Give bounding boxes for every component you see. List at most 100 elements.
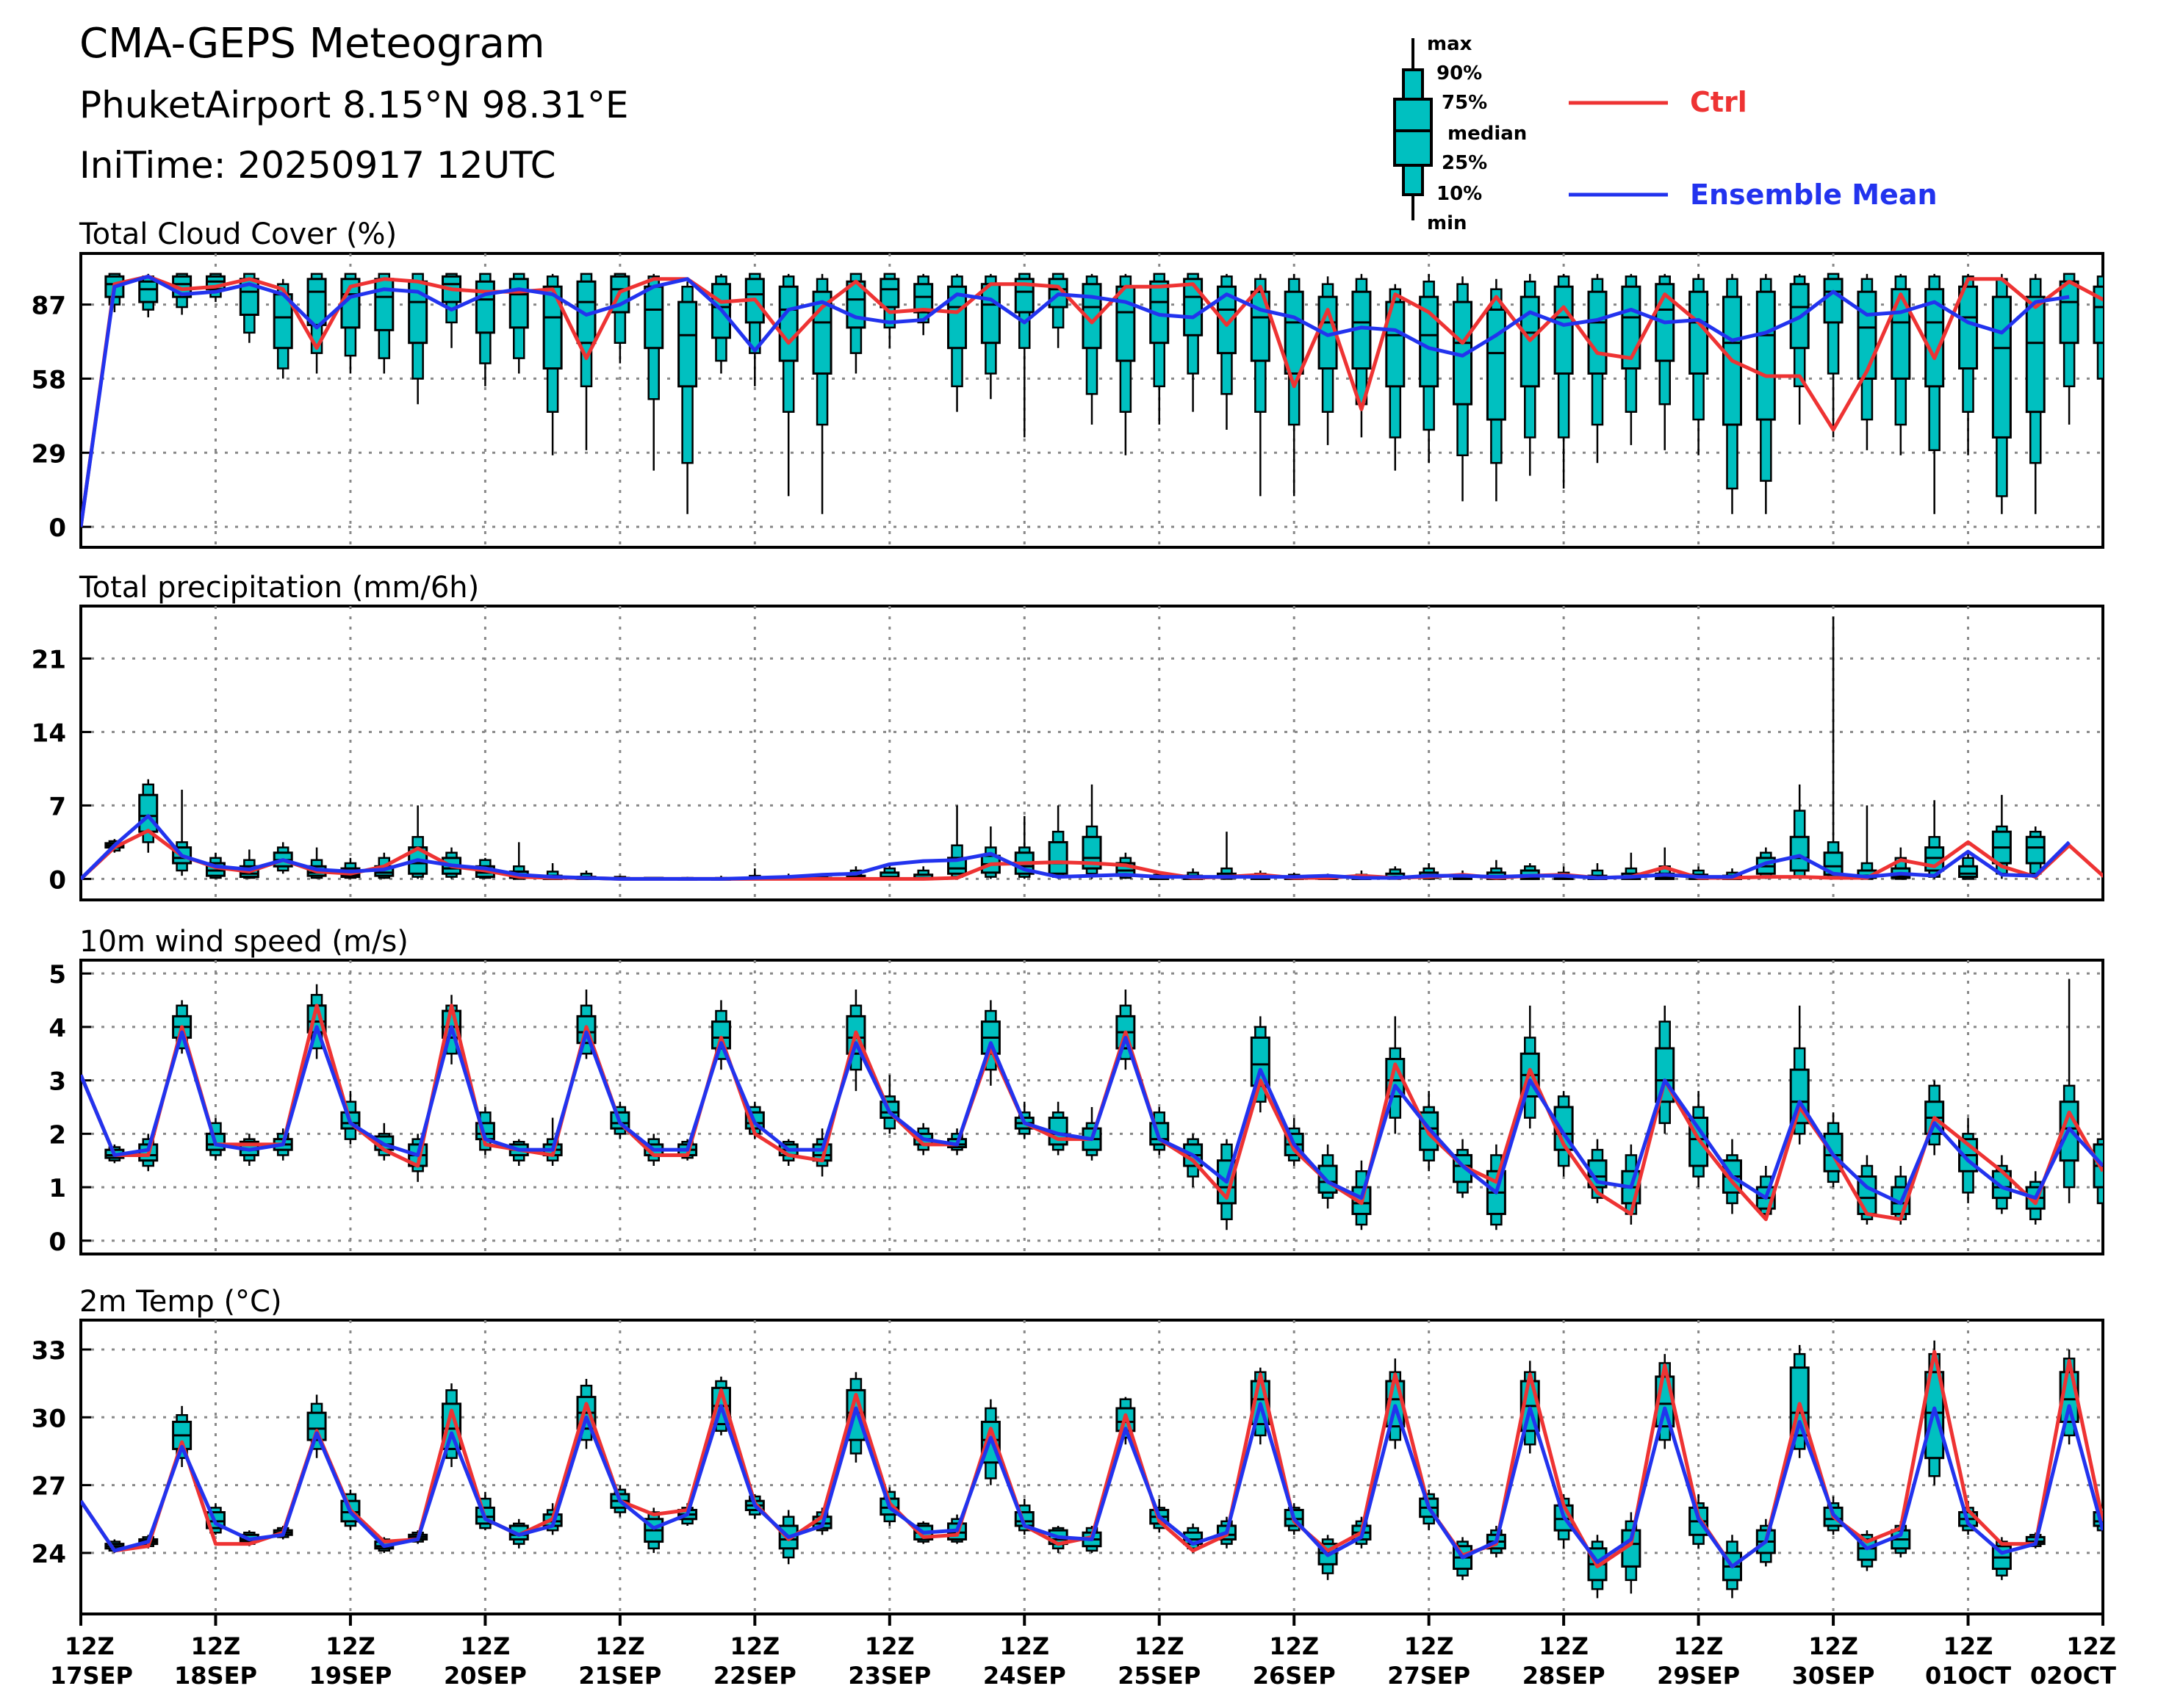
panel-marks bbox=[81, 979, 2103, 1230]
legend-boxplot-glyph bbox=[1393, 38, 1433, 220]
legend-outer-box-bottom bbox=[1402, 164, 1424, 196]
box-inner bbox=[1183, 278, 1204, 336]
x-tick-label-hour: 12Z bbox=[2066, 1632, 2116, 1660]
x-tick-label-hour: 12Z bbox=[1808, 1632, 1858, 1660]
ensemble-box bbox=[1891, 273, 1911, 455]
ensemble-box bbox=[1621, 1512, 1641, 1594]
panel-0: Total Cloud Cover (%) 0 29 58 87 bbox=[32, 217, 2104, 549]
box-inner bbox=[1587, 290, 1608, 375]
box-inner bbox=[1419, 295, 1439, 388]
y-tick-label: 5 bbox=[48, 960, 66, 990]
ensemble-box bbox=[508, 273, 529, 374]
box-inner bbox=[913, 283, 934, 314]
legend-label-min: min bbox=[1427, 212, 1467, 234]
ensemble-box bbox=[644, 273, 664, 471]
panel-marks bbox=[81, 273, 2103, 527]
y-tick-label: 2 bbox=[48, 1120, 66, 1150]
ensemble-box bbox=[1048, 1101, 1068, 1156]
x-tick-label-hour: 12Z bbox=[865, 1632, 915, 1660]
legend: max 90% 75% median 25% 10% min Ctrl Ense… bbox=[1393, 33, 1938, 234]
y-tick-label: 0 bbox=[48, 514, 66, 543]
x-tick-label-date: 02OCT bbox=[2030, 1662, 2116, 1690]
box-inner bbox=[1048, 840, 1068, 875]
x-axis: 12Z17SEP12Z18SEP12Z19SEP12Z20SEP12Z21SEP… bbox=[50, 1614, 2116, 1690]
box-inner bbox=[2025, 835, 2046, 865]
panel-title: 2m Temp (°C) bbox=[79, 1285, 282, 1319]
box-inner bbox=[2059, 280, 2079, 345]
box-inner bbox=[980, 283, 1001, 345]
x-tick-label-hour: 12Z bbox=[65, 1632, 115, 1660]
panel-1: Total precipitation (mm/6h) 0 7 14 21 bbox=[32, 571, 2104, 901]
ensemble-box bbox=[2025, 826, 2046, 879]
ensemble-box bbox=[306, 273, 327, 374]
ctrl-line bbox=[81, 829, 2103, 881]
x-tick-label-date: 17SEP bbox=[50, 1662, 133, 1690]
x-tick-label-hour: 12Z bbox=[999, 1632, 1049, 1660]
panel-2: 10m wind speed (m/s) 0 1 2 3 4 5 bbox=[48, 925, 2104, 1257]
box-inner bbox=[778, 285, 799, 362]
y-tick-label: 1 bbox=[48, 1174, 66, 1203]
panels: Total Cloud Cover (%) 0 29 58 87 Total precip… bbox=[32, 217, 2104, 1615]
y-tick-label: 21 bbox=[32, 645, 66, 674]
ensemble-box bbox=[1823, 1112, 1844, 1188]
x-tick-label-date: 01OCT bbox=[1925, 1662, 2011, 1690]
panel-marks bbox=[81, 616, 2103, 881]
y-tick-label: 0 bbox=[48, 1228, 66, 1257]
x-tick-label-hour: 12Z bbox=[1539, 1632, 1589, 1660]
ensemble-box bbox=[610, 1485, 630, 1517]
y-tick-label: 27 bbox=[32, 1472, 66, 1502]
ensemble-box bbox=[1722, 273, 1742, 514]
ensemble-box bbox=[2025, 273, 2046, 514]
box-inner bbox=[2025, 295, 2046, 414]
y-tick-label: 3 bbox=[48, 1067, 66, 1097]
x-tick-label-date: 20SEP bbox=[444, 1662, 527, 1690]
x-tick-label-hour: 12Z bbox=[1269, 1632, 1319, 1660]
ensemble-box bbox=[2093, 273, 2103, 412]
legend-label-max: max bbox=[1427, 33, 1472, 55]
x-tick-label-date: 25SEP bbox=[1118, 1662, 1201, 1690]
ensemble-box bbox=[1486, 278, 1506, 502]
x-tick-label-date: 30SEP bbox=[1792, 1662, 1875, 1690]
box-inner bbox=[1823, 278, 1844, 324]
legend-label-p10: 10% bbox=[1436, 183, 1482, 205]
init-time-label: IniTime: 20250917 12UTC bbox=[79, 144, 556, 187]
panel-title: 10m wind speed (m/s) bbox=[79, 925, 409, 959]
ensemble-box bbox=[1317, 1144, 1338, 1209]
x-tick-label-hour: 12Z bbox=[730, 1632, 780, 1660]
ensemble-box bbox=[2059, 273, 2079, 425]
box-inner bbox=[880, 278, 900, 309]
location-label: PhuketAirport 8.15°N 98.31°E bbox=[79, 84, 628, 126]
box-inner bbox=[1486, 309, 1506, 421]
y-tick-label: 58 bbox=[32, 365, 66, 394]
ensemble-box bbox=[138, 273, 159, 317]
x-tick-label-date: 26SEP bbox=[1253, 1662, 1336, 1690]
box-inner bbox=[1789, 835, 1810, 872]
x-tick-label-hour: 12Z bbox=[191, 1632, 241, 1660]
x-tick-label-hour: 12Z bbox=[1134, 1632, 1184, 1660]
box-inner bbox=[1149, 280, 1170, 345]
y-tick-label: 0 bbox=[48, 865, 66, 895]
panel-marks bbox=[81, 1340, 2103, 1599]
x-tick-label-date: 29SEP bbox=[1657, 1662, 1740, 1690]
box-inner bbox=[1958, 285, 1979, 370]
box-inner bbox=[138, 793, 159, 833]
ensemble-box bbox=[1419, 273, 1439, 464]
x-tick-label-date: 23SEP bbox=[848, 1662, 931, 1690]
box-inner bbox=[1115, 285, 1136, 362]
box-inner bbox=[138, 280, 159, 303]
y-tick-label: 30 bbox=[32, 1404, 66, 1433]
legend-label-p25: 25% bbox=[1442, 152, 1487, 174]
x-tick-label-date: 22SEP bbox=[713, 1662, 796, 1690]
x-tick-label-hour: 12Z bbox=[1404, 1632, 1454, 1660]
box-inner bbox=[1284, 290, 1304, 375]
box-inner bbox=[1755, 290, 1776, 421]
ensemble-mean-line bbox=[81, 274, 2070, 527]
ensemble-box bbox=[677, 281, 698, 514]
ensemble-box bbox=[1453, 276, 1473, 502]
box-inner bbox=[1958, 865, 1979, 879]
x-tick-label-hour: 12Z bbox=[326, 1632, 375, 1660]
panel-title: Total precipitation (mm/6h) bbox=[79, 571, 479, 605]
y-tick-label: 4 bbox=[48, 1014, 66, 1043]
